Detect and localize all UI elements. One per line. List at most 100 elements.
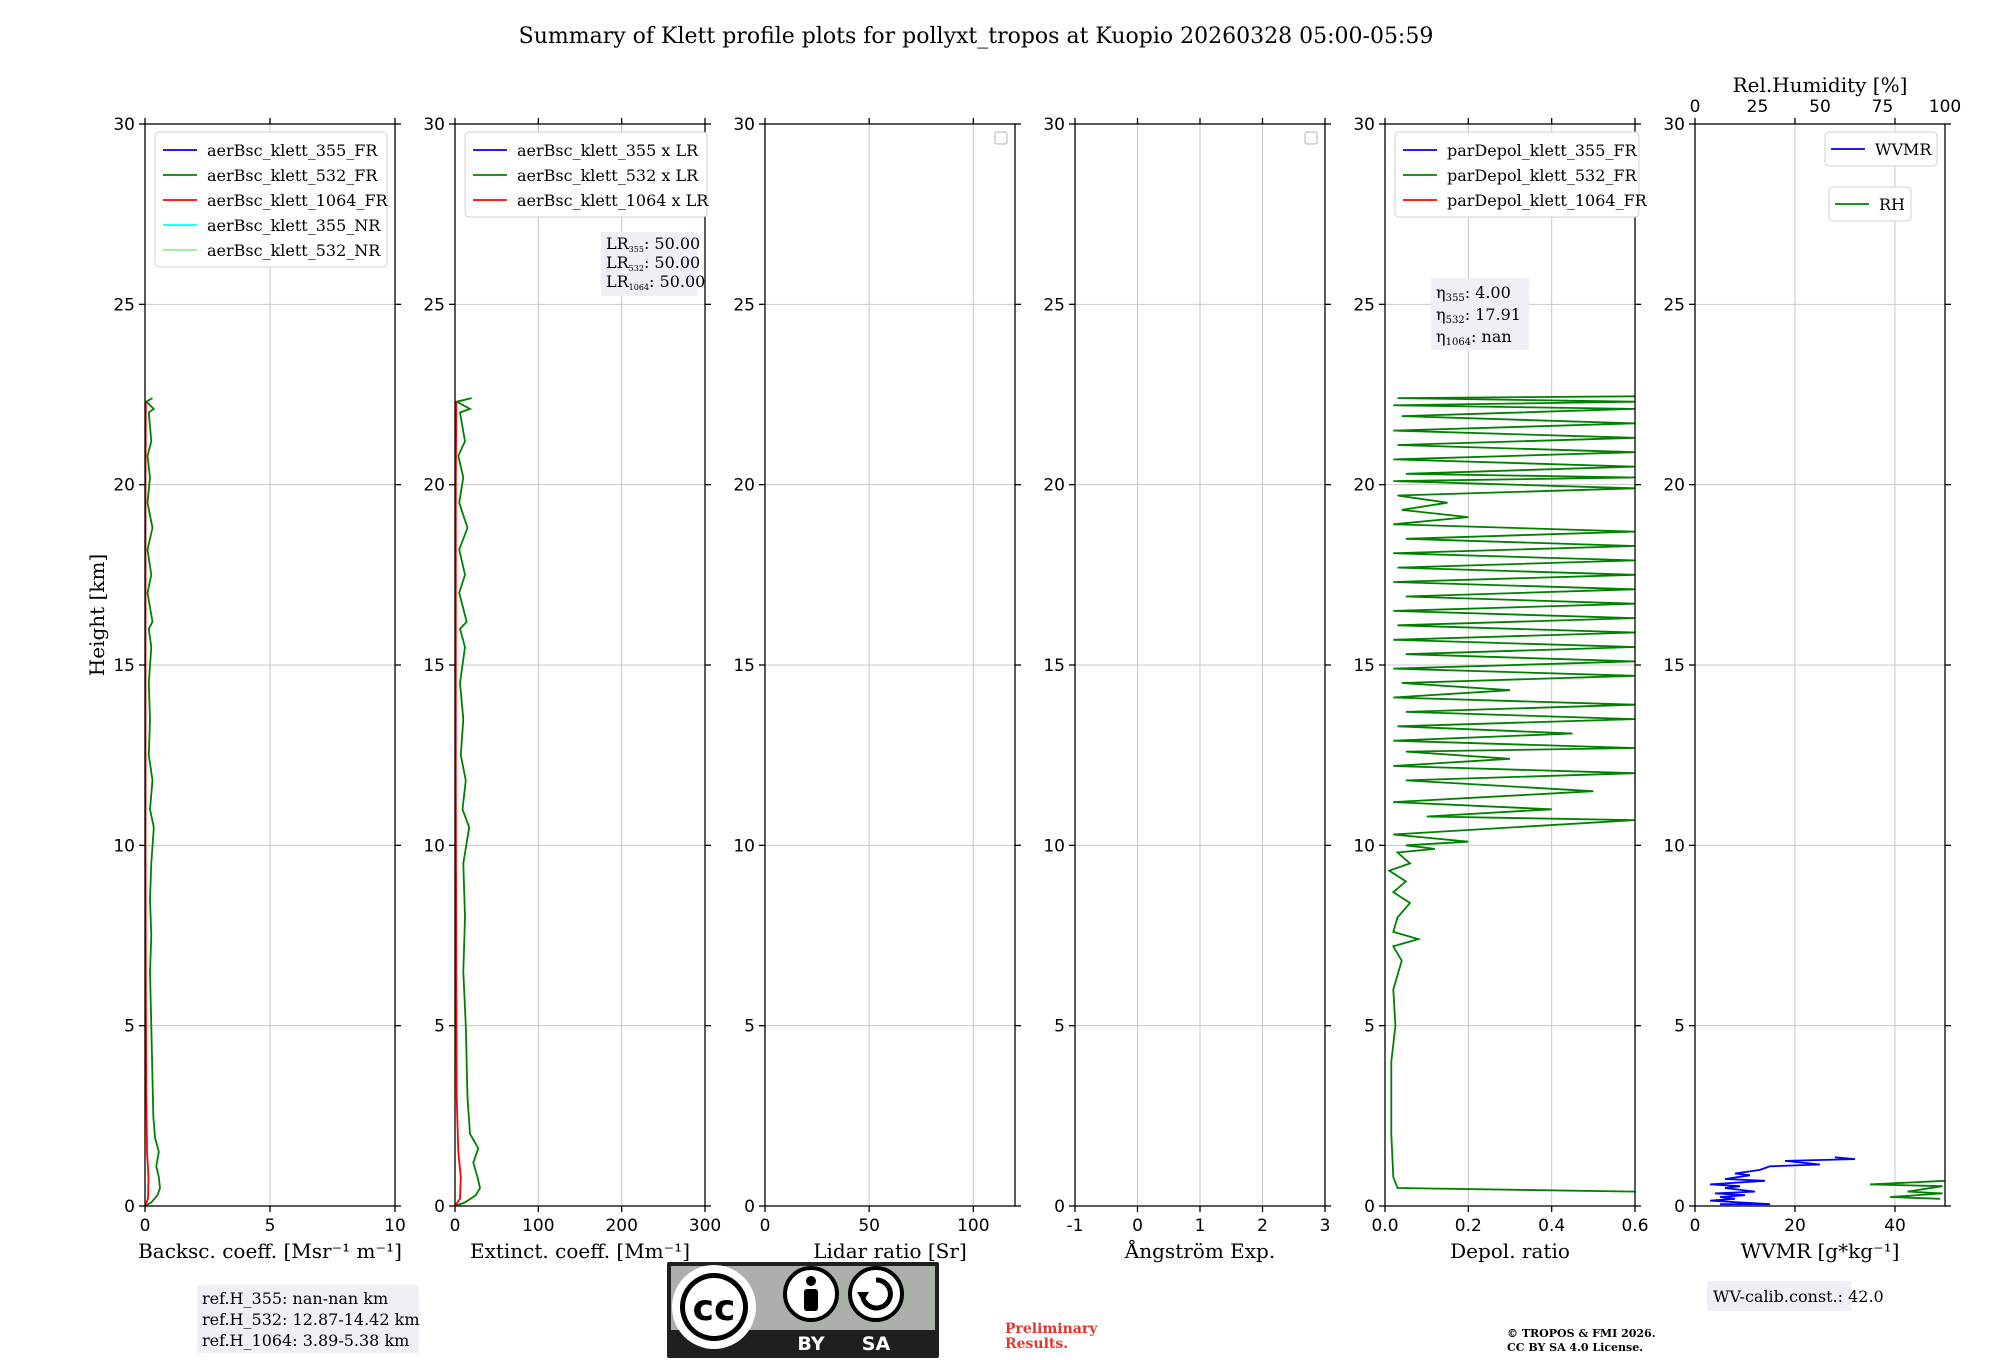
xtick-label: 0	[1690, 1216, 1701, 1236]
ytick-label: 0	[744, 1197, 755, 1217]
ytick-label: 25	[113, 295, 135, 315]
ytick-label: 20	[423, 476, 445, 496]
ytick-label: 15	[1353, 656, 1375, 676]
ref-height-line: ref.H_532: 12.87-14.42 km	[202, 1310, 420, 1329]
top-x-axis-label: Rel.Humidity [%]	[1733, 73, 1908, 97]
by-label: BY	[797, 1333, 824, 1355]
license-badge: cc BY SA	[667, 1262, 939, 1358]
empty-legend-box	[994, 131, 1008, 145]
y-axis-label: Height [km]	[85, 554, 109, 676]
legend-label: aerBsc_klett_1064_FR	[207, 191, 389, 210]
share-alike-icon	[848, 1266, 904, 1322]
ytick-label: 30	[423, 115, 445, 135]
series-RH	[1869, 1179, 1945, 1200]
panel-lidar_ratio: 0 5 10 15 20 25 30 0 50 100 Lidar ratio [Sr]	[733, 115, 1021, 1263]
ytick-label: 10	[1043, 836, 1065, 856]
xtick-label: 3	[1320, 1216, 1331, 1236]
x-axis-label: Lidar ratio [Sr]	[813, 1239, 967, 1263]
series-WVMR	[1709, 1156, 1856, 1206]
xtick-label: 0.0	[1371, 1216, 1398, 1236]
ytick-label: 0	[1054, 1197, 1065, 1217]
legend-label: aerBsc_klett_532_NR	[207, 241, 381, 260]
ref-height-box	[197, 1285, 419, 1353]
wv-calib-text: WV-calib.const.: 42.0	[1713, 1287, 1884, 1306]
top-xtick-label: 0	[1690, 97, 1701, 117]
top-xtick-label: 25	[1747, 97, 1769, 117]
xtick-label: 100	[522, 1216, 554, 1236]
x-axis-label: Depol. ratio	[1450, 1239, 1570, 1263]
xtick-label: 40	[1884, 1216, 1906, 1236]
xtick-label: 0	[140, 1216, 151, 1236]
ytick-label: 0	[1674, 1197, 1685, 1217]
ytick-label: 10	[423, 836, 445, 856]
xtick-label: 1	[1195, 1216, 1206, 1236]
ref-height-line: ref.H_355: nan-nan km	[202, 1289, 388, 1308]
ytick-label: 10	[1663, 836, 1685, 856]
x-axis-label: Ångström Exp.	[1124, 1238, 1275, 1263]
ytick-label: 5	[434, 1017, 445, 1037]
xtick-label: -1	[1067, 1216, 1084, 1236]
legend-box	[154, 131, 388, 268]
ytick-label: 5	[1674, 1017, 1685, 1037]
lr-line: LR532: 50.00	[606, 253, 700, 273]
ytick-label: 15	[1663, 656, 1685, 676]
xtick-label: 0	[760, 1216, 771, 1236]
ref-height-line: ref.H_1064: 3.89-5.38 km	[202, 1331, 409, 1350]
top-xtick-label: 50	[1809, 97, 1831, 117]
xtick-label: 50	[858, 1216, 880, 1236]
ytick-label: 20	[113, 476, 135, 496]
ytick-label: 5	[744, 1017, 755, 1037]
xtick-label: 10	[384, 1216, 406, 1236]
x-axis-label: Backsc. coeff. [Msr⁻¹ m⁻¹]	[138, 1239, 402, 1263]
x-axis-label: Extinct. coeff. [Mm⁻¹]	[470, 1239, 690, 1263]
copyright-line1: © TROPOS & FMI 2026.	[1507, 1327, 1656, 1340]
wv-calib-box	[1707, 1281, 1851, 1311]
xtick-label: 2	[1257, 1216, 1268, 1236]
lr-line: LR1064: 50.00	[606, 272, 705, 292]
ytick-label: 0	[434, 1197, 445, 1217]
lr-box	[601, 232, 697, 296]
ytick-label: 30	[1663, 115, 1685, 135]
ytick-label: 0	[1364, 1197, 1375, 1217]
legend-label: aerBsc_klett_532_FR	[207, 166, 378, 185]
ytick-label: 30	[733, 115, 755, 135]
ytick-label: 15	[1043, 656, 1065, 676]
eta-box	[1431, 278, 1529, 350]
legend-label: aerBsc_klett_355 x LR	[517, 141, 699, 160]
eta-line: η1064: nan	[1436, 327, 1512, 348]
ytick-label: 5	[1054, 1017, 1065, 1037]
legend-label: aerBsc_klett_1064 x LR	[517, 191, 709, 210]
series-aerBsc_klett_532 x LR	[455, 397, 481, 1206]
ytick-label: 25	[1663, 295, 1685, 315]
ytick-label: 20	[1353, 476, 1375, 496]
ytick-label: 25	[1043, 295, 1065, 315]
legend-label: parDepol_klett_355_FR	[1447, 141, 1638, 160]
ytick-label: 10	[1353, 836, 1375, 856]
eta-line: η355: 4.00	[1436, 283, 1511, 304]
legend-label: aerBsc_klett_532 x LR	[517, 166, 699, 185]
ytick-label: 15	[423, 656, 445, 676]
legend-label: aerBsc_klett_355_FR	[207, 141, 378, 160]
legend-label: aerBsc_klett_355_NR	[207, 216, 381, 235]
xtick-label: 0	[450, 1216, 461, 1236]
legend-box	[1824, 131, 1938, 167]
legend-box	[464, 131, 708, 218]
ytick-label: 30	[1353, 115, 1375, 135]
xtick-label: 300	[689, 1216, 721, 1236]
lr-line: LR355: 50.00	[606, 234, 700, 254]
ytick-label: 25	[423, 295, 445, 315]
sa-label: SA	[862, 1333, 891, 1355]
ytick-label: 5	[1364, 1017, 1375, 1037]
xtick-label: 0	[1132, 1216, 1143, 1236]
ytick-label: 10	[113, 836, 135, 856]
legend-label: WVMR	[1875, 140, 1932, 159]
preliminary-line2: Results.	[1005, 1336, 1068, 1352]
ytick-label: 20	[733, 476, 755, 496]
xtick-label: 0.2	[1455, 1216, 1482, 1236]
top-xtick-label: 75	[1872, 97, 1894, 117]
legend-label: parDepol_klett_1064_FR	[1447, 191, 1648, 210]
series-aerBsc_klett_532_FR	[145, 397, 161, 1206]
